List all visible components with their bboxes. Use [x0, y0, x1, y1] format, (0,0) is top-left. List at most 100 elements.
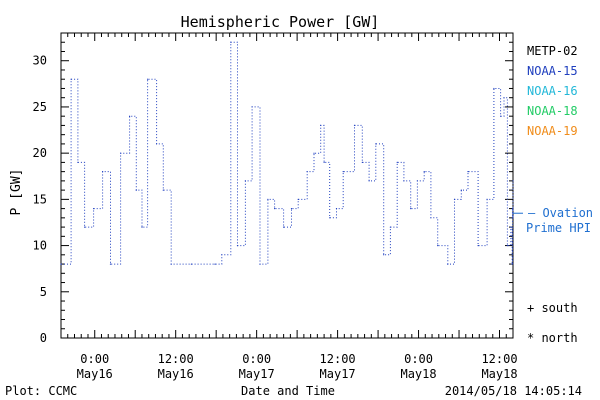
series-point: [259, 263, 261, 265]
series-point: [313, 152, 315, 154]
legend-item: NOAA-15: [527, 64, 578, 78]
marker-legend-item: + south: [527, 301, 578, 315]
x-tick-label-date: May17: [320, 367, 356, 381]
ovation-label-2: Prime HPI: [526, 221, 591, 235]
series-point: [477, 245, 479, 247]
y-tick-label: 0: [40, 331, 47, 345]
x-tick-label-time: 12:00: [158, 352, 194, 366]
x-tick-label-date: May16: [77, 367, 113, 381]
series-point: [190, 263, 192, 265]
series-point: [416, 180, 418, 182]
series-point: [60, 263, 62, 265]
legend-item: METP-02: [527, 44, 578, 58]
series-point: [493, 87, 495, 90]
y-axis-label: P [GW]: [9, 169, 24, 216]
chart-title: Hemispheric Power [GW]: [181, 13, 380, 31]
series-point: [403, 180, 405, 182]
marker-legend-item: * north: [527, 331, 578, 345]
series-point: [467, 171, 469, 173]
y-tick-label: 25: [33, 100, 47, 114]
series-point: [460, 189, 462, 191]
series-point: [147, 78, 149, 80]
series-point: [170, 263, 172, 265]
x-tick-label-time: 12:00: [320, 352, 356, 366]
series-point: [102, 171, 104, 173]
series-point: [329, 217, 331, 219]
x-axis-label: Date and Time: [241, 384, 335, 398]
x-tick-label-date: May18: [400, 367, 436, 381]
series-point: [290, 208, 293, 210]
series-point: [93, 208, 95, 210]
series-point: [320, 124, 322, 126]
series-point: [267, 198, 269, 200]
y-tick-label: 10: [33, 239, 47, 253]
series-point: [511, 208, 514, 210]
series-point: [453, 198, 456, 200]
series-point: [423, 171, 425, 173]
series-point: [230, 41, 232, 43]
marker-legend: + south * north: [527, 301, 578, 345]
series-point: [512, 217, 514, 219]
series-point: [141, 226, 143, 228]
series-point: [109, 263, 112, 265]
x-tick-label-date: May17: [239, 367, 275, 381]
series-point: [396, 161, 398, 163]
y-axis: 0 5 10 15 20 25 30: [33, 32, 513, 345]
series-point: [389, 226, 391, 228]
series-point: [221, 254, 223, 256]
legend-item: NOAA-18: [527, 104, 578, 118]
x-tick-label-time: 0:00: [404, 352, 433, 366]
series-point: [361, 161, 363, 163]
x-tick-label-time: 0:00: [80, 352, 109, 366]
y-tick-label: 15: [33, 192, 47, 206]
series-point: [410, 208, 412, 210]
series-point: [306, 171, 308, 173]
ovation-label: — Ovation: [528, 206, 593, 220]
series-point: [297, 198, 299, 200]
plot-credit: Plot: CCMC: [5, 384, 77, 398]
x-tick-label-date: May16: [158, 367, 194, 381]
y-tick-label: 30: [33, 54, 47, 68]
series-line-noaa-15: [61, 41, 514, 265]
series-point: [70, 78, 72, 80]
series-point: [447, 263, 449, 265]
legend: METP-02 NOAA-15 NOAA-16 NOAA-18 NOAA-19: [527, 44, 578, 138]
series-point: [251, 106, 253, 108]
x-tick-label-date: May18: [481, 367, 517, 381]
y-tick-label: 20: [33, 146, 47, 160]
series-point: [77, 161, 79, 163]
series-point: [342, 171, 344, 173]
y-tick-label: 5: [40, 285, 47, 299]
series-point: [156, 143, 158, 145]
series-point: [368, 180, 370, 182]
series-layer: [60, 41, 514, 265]
series-point: [244, 180, 246, 182]
series-point: [283, 226, 285, 228]
series-point: [511, 263, 513, 265]
series-point: [335, 208, 338, 210]
series-point: [512, 180, 514, 182]
series-point: [383, 254, 385, 256]
series-point: [162, 189, 164, 191]
plot-timestamp: 2014/05/18 14:05:14: [445, 384, 582, 398]
series-point: [274, 208, 276, 210]
series-point: [500, 115, 502, 117]
series-point: [323, 161, 325, 163]
x-axis: 0:00May1612:00May160:00May1712:00May170:…: [60, 33, 518, 381]
series-point: [437, 245, 439, 247]
series-point: [84, 226, 86, 228]
series-point: [430, 217, 432, 219]
series-point: [236, 245, 239, 247]
series-point: [510, 226, 512, 228]
x-tick-label-time: 0:00: [242, 352, 271, 366]
series-point: [214, 263, 216, 265]
series-point: [486, 198, 488, 200]
x-tick-label-time: 12:00: [481, 352, 517, 366]
series-point: [120, 152, 122, 154]
legend-item: NOAA-16: [527, 84, 578, 98]
plot-frame: [60, 32, 514, 339]
series-point: [503, 97, 505, 99]
series-point: [129, 115, 131, 117]
series-point: [506, 245, 508, 247]
